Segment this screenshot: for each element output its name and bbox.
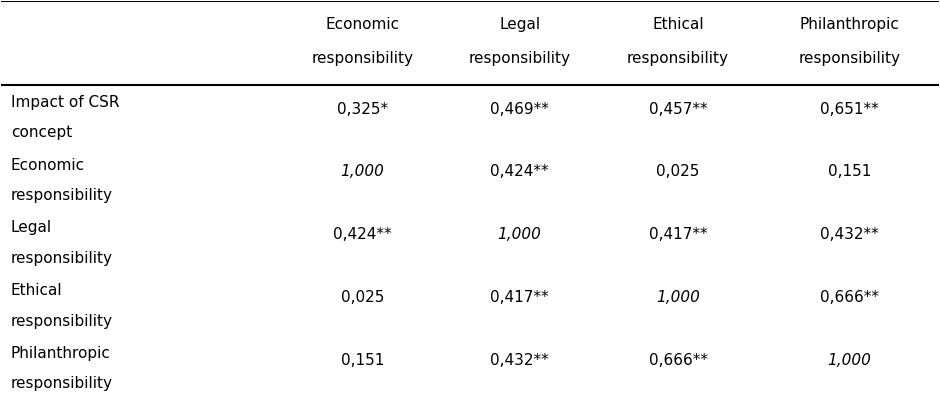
Text: Ethical: Ethical xyxy=(652,17,704,32)
Text: Philanthropic: Philanthropic xyxy=(800,17,900,32)
Text: responsibility: responsibility xyxy=(469,51,571,66)
Text: 0,457**: 0,457** xyxy=(649,102,708,117)
Text: responsibility: responsibility xyxy=(10,251,113,266)
Text: 1,000: 1,000 xyxy=(656,290,700,305)
Text: 0,151: 0,151 xyxy=(828,164,871,179)
Text: 0,417**: 0,417** xyxy=(491,290,549,305)
Text: 0,432**: 0,432** xyxy=(491,353,549,368)
Text: 1,000: 1,000 xyxy=(340,164,384,179)
Text: responsibility: responsibility xyxy=(627,51,729,66)
Text: 0,025: 0,025 xyxy=(340,290,384,305)
Text: Ethical: Ethical xyxy=(10,283,62,298)
Text: 0,151: 0,151 xyxy=(340,353,384,368)
Text: responsibility: responsibility xyxy=(799,51,901,66)
Text: 0,325*: 0,325* xyxy=(337,102,388,117)
Text: Legal: Legal xyxy=(10,220,52,235)
Text: 0,651**: 0,651** xyxy=(821,102,879,117)
Text: 1,000: 1,000 xyxy=(827,353,871,368)
Text: Philanthropic: Philanthropic xyxy=(10,346,111,361)
Text: 0,666**: 0,666** xyxy=(820,290,879,305)
Text: Economic: Economic xyxy=(10,158,85,173)
Text: 0,469**: 0,469** xyxy=(491,102,549,117)
Text: Legal: Legal xyxy=(499,17,540,32)
Text: 0,025: 0,025 xyxy=(656,164,699,179)
Text: 0,666**: 0,666** xyxy=(649,353,708,368)
Text: 0,424**: 0,424** xyxy=(333,227,392,242)
Text: responsibility: responsibility xyxy=(10,188,113,203)
Text: responsibility: responsibility xyxy=(10,314,113,329)
Text: concept: concept xyxy=(10,125,72,140)
Text: responsibility: responsibility xyxy=(10,376,113,392)
Text: 0,424**: 0,424** xyxy=(491,164,549,179)
Text: Economic: Economic xyxy=(325,17,400,32)
Text: responsibility: responsibility xyxy=(311,51,414,66)
Text: 1,000: 1,000 xyxy=(498,227,541,242)
Text: Impact of CSR: Impact of CSR xyxy=(10,95,119,110)
Text: 0,417**: 0,417** xyxy=(649,227,708,242)
Text: 0,432**: 0,432** xyxy=(821,227,879,242)
